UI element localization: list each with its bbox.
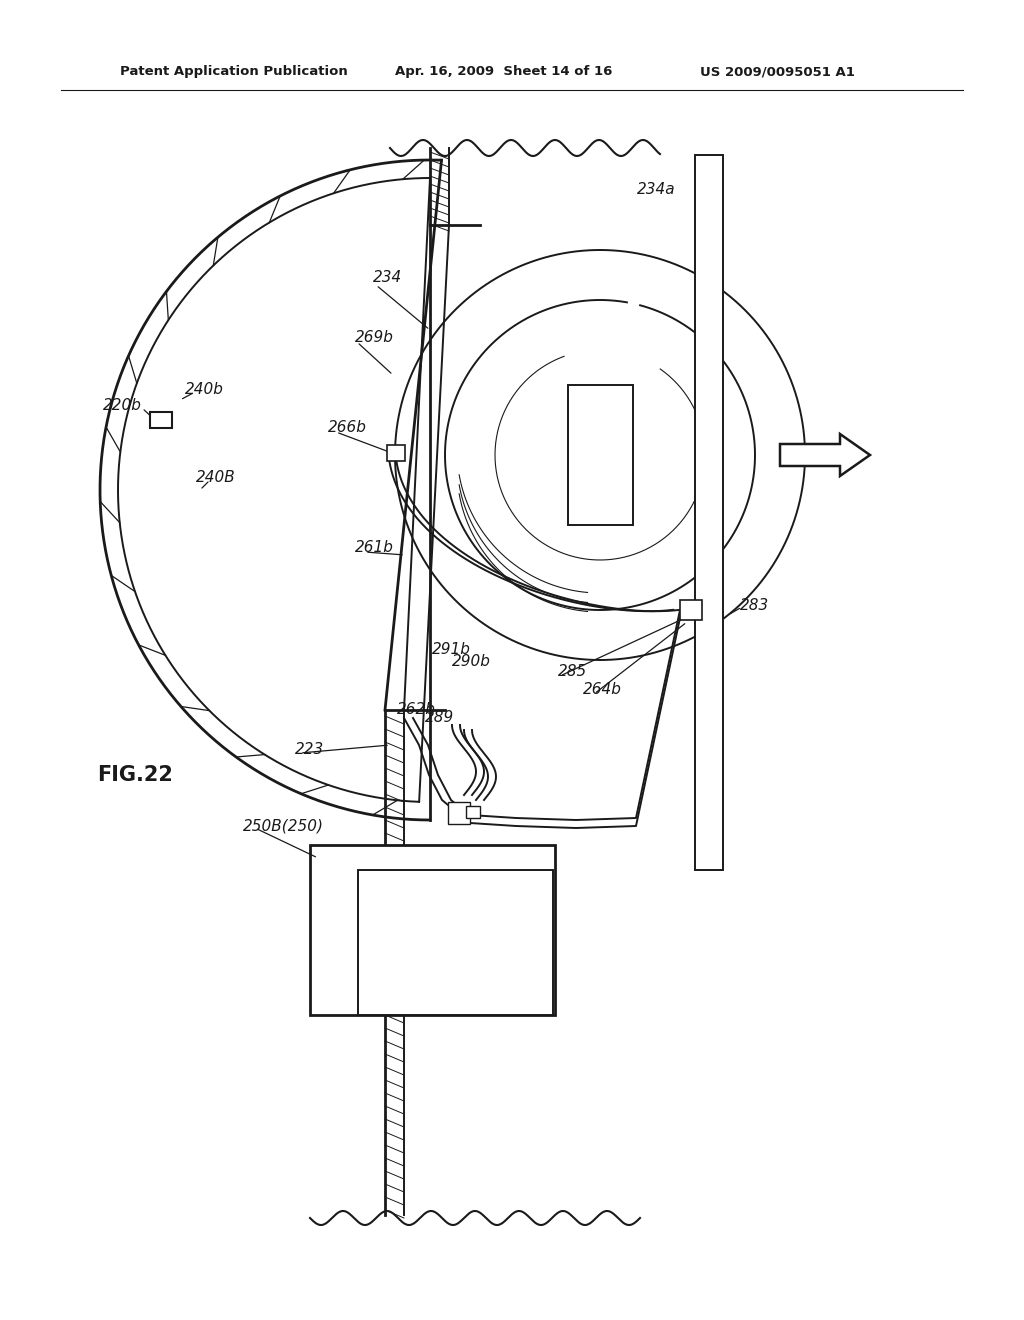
Bar bbox=[150, 412, 172, 428]
FancyArrow shape bbox=[780, 434, 870, 477]
Bar bbox=[567, 385, 633, 525]
Bar bbox=[449, 803, 470, 824]
Text: 264b: 264b bbox=[583, 682, 622, 697]
Text: 285: 285 bbox=[558, 664, 587, 680]
Text: 269b: 269b bbox=[355, 330, 394, 346]
Text: FIG.22: FIG.22 bbox=[97, 766, 173, 785]
Text: 240B: 240B bbox=[196, 470, 236, 486]
Text: Patent Application Publication: Patent Application Publication bbox=[120, 66, 348, 78]
Text: 289: 289 bbox=[425, 710, 455, 726]
Bar bbox=[387, 445, 406, 461]
Text: 223: 223 bbox=[295, 742, 325, 758]
Text: 234: 234 bbox=[373, 271, 402, 285]
Text: 266b: 266b bbox=[328, 421, 367, 436]
Bar bbox=[680, 601, 702, 620]
Bar bbox=[358, 870, 553, 1015]
Text: 290b: 290b bbox=[452, 655, 490, 669]
Bar bbox=[310, 845, 555, 1015]
Text: 282: 282 bbox=[488, 874, 517, 890]
Text: US 2009/0095051 A1: US 2009/0095051 A1 bbox=[700, 66, 855, 78]
Text: 220b: 220b bbox=[103, 397, 142, 412]
Text: 283: 283 bbox=[740, 598, 769, 612]
Text: 261b: 261b bbox=[355, 540, 394, 556]
Text: 262b: 262b bbox=[397, 702, 436, 718]
Bar bbox=[695, 154, 723, 870]
Text: 240b: 240b bbox=[185, 383, 224, 397]
Bar bbox=[466, 807, 480, 818]
Text: 291b: 291b bbox=[432, 643, 471, 657]
Text: 234a: 234a bbox=[637, 182, 676, 198]
Text: 250B(250): 250B(250) bbox=[243, 818, 324, 833]
Text: Apr. 16, 2009  Sheet 14 of 16: Apr. 16, 2009 Sheet 14 of 16 bbox=[395, 66, 612, 78]
